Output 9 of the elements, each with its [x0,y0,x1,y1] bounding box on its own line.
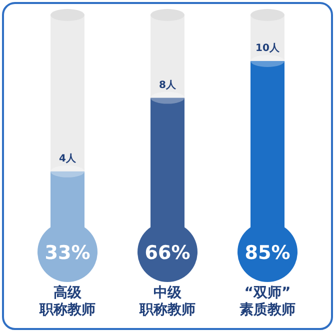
annotation: 33% [44,242,90,264]
annotation: 66% [144,242,190,264]
data-label: 4人 [59,152,77,164]
x-tick-label: 中级职称教师 [138,285,196,318]
annotation: 85% [244,242,290,264]
data-label: 10人 [256,42,280,54]
x-tick-label: 高级职称教师 [38,284,96,318]
x-tick-label: “双师”素质教师 [240,285,296,318]
data-label: 8人 [159,78,177,91]
